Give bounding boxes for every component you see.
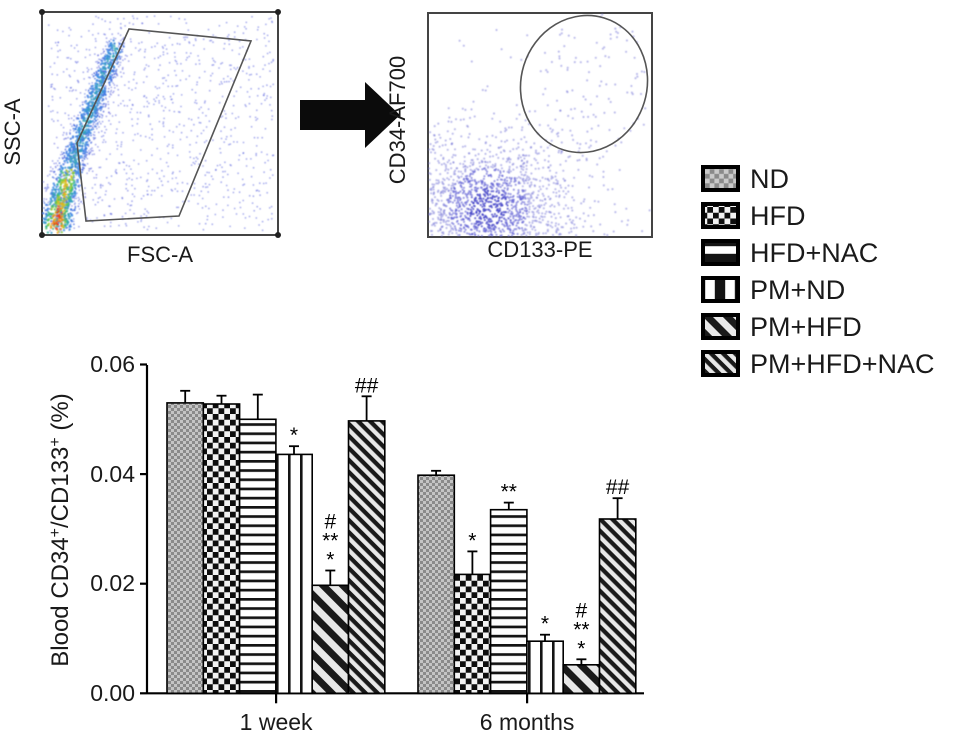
svg-text:HFD+NAC: HFD+NAC — [750, 238, 878, 268]
svg-text:ND: ND — [750, 164, 789, 194]
svg-text:0.02: 0.02 — [90, 570, 135, 596]
svg-text:6 months: 6 months — [480, 709, 575, 735]
svg-text:1 week: 1 week — [240, 709, 313, 735]
svg-text:#: # — [576, 599, 588, 622]
svg-text:FSC-A: FSC-A — [127, 242, 193, 267]
svg-text:HFD: HFD — [750, 201, 806, 231]
svg-text:**: ** — [501, 481, 517, 504]
svg-text:##: ## — [355, 374, 379, 397]
svg-text:PM+ND: PM+ND — [750, 275, 845, 305]
svg-text:0.04: 0.04 — [90, 461, 135, 487]
svg-text:CD34-AF700: CD34-AF700 — [385, 56, 410, 184]
svg-text:SSC-A: SSC-A — [0, 98, 25, 166]
svg-text:*: * — [290, 424, 298, 447]
svg-text:*: * — [468, 529, 476, 552]
svg-text:PM+HFD+NAC: PM+HFD+NAC — [750, 349, 935, 379]
svg-text:PM+HFD: PM+HFD — [750, 312, 862, 342]
svg-text:*: * — [541, 613, 549, 636]
svg-text:Blood CD34+/CD133+ (%): Blood CD34+/CD133+ (%) — [47, 393, 75, 666]
svg-text:0.06: 0.06 — [90, 351, 135, 377]
svg-text:#: # — [324, 511, 336, 534]
svg-text:##: ## — [606, 476, 630, 499]
svg-text:0.00: 0.00 — [90, 680, 135, 706]
svg-text:CD133-PE: CD133-PE — [487, 237, 592, 262]
